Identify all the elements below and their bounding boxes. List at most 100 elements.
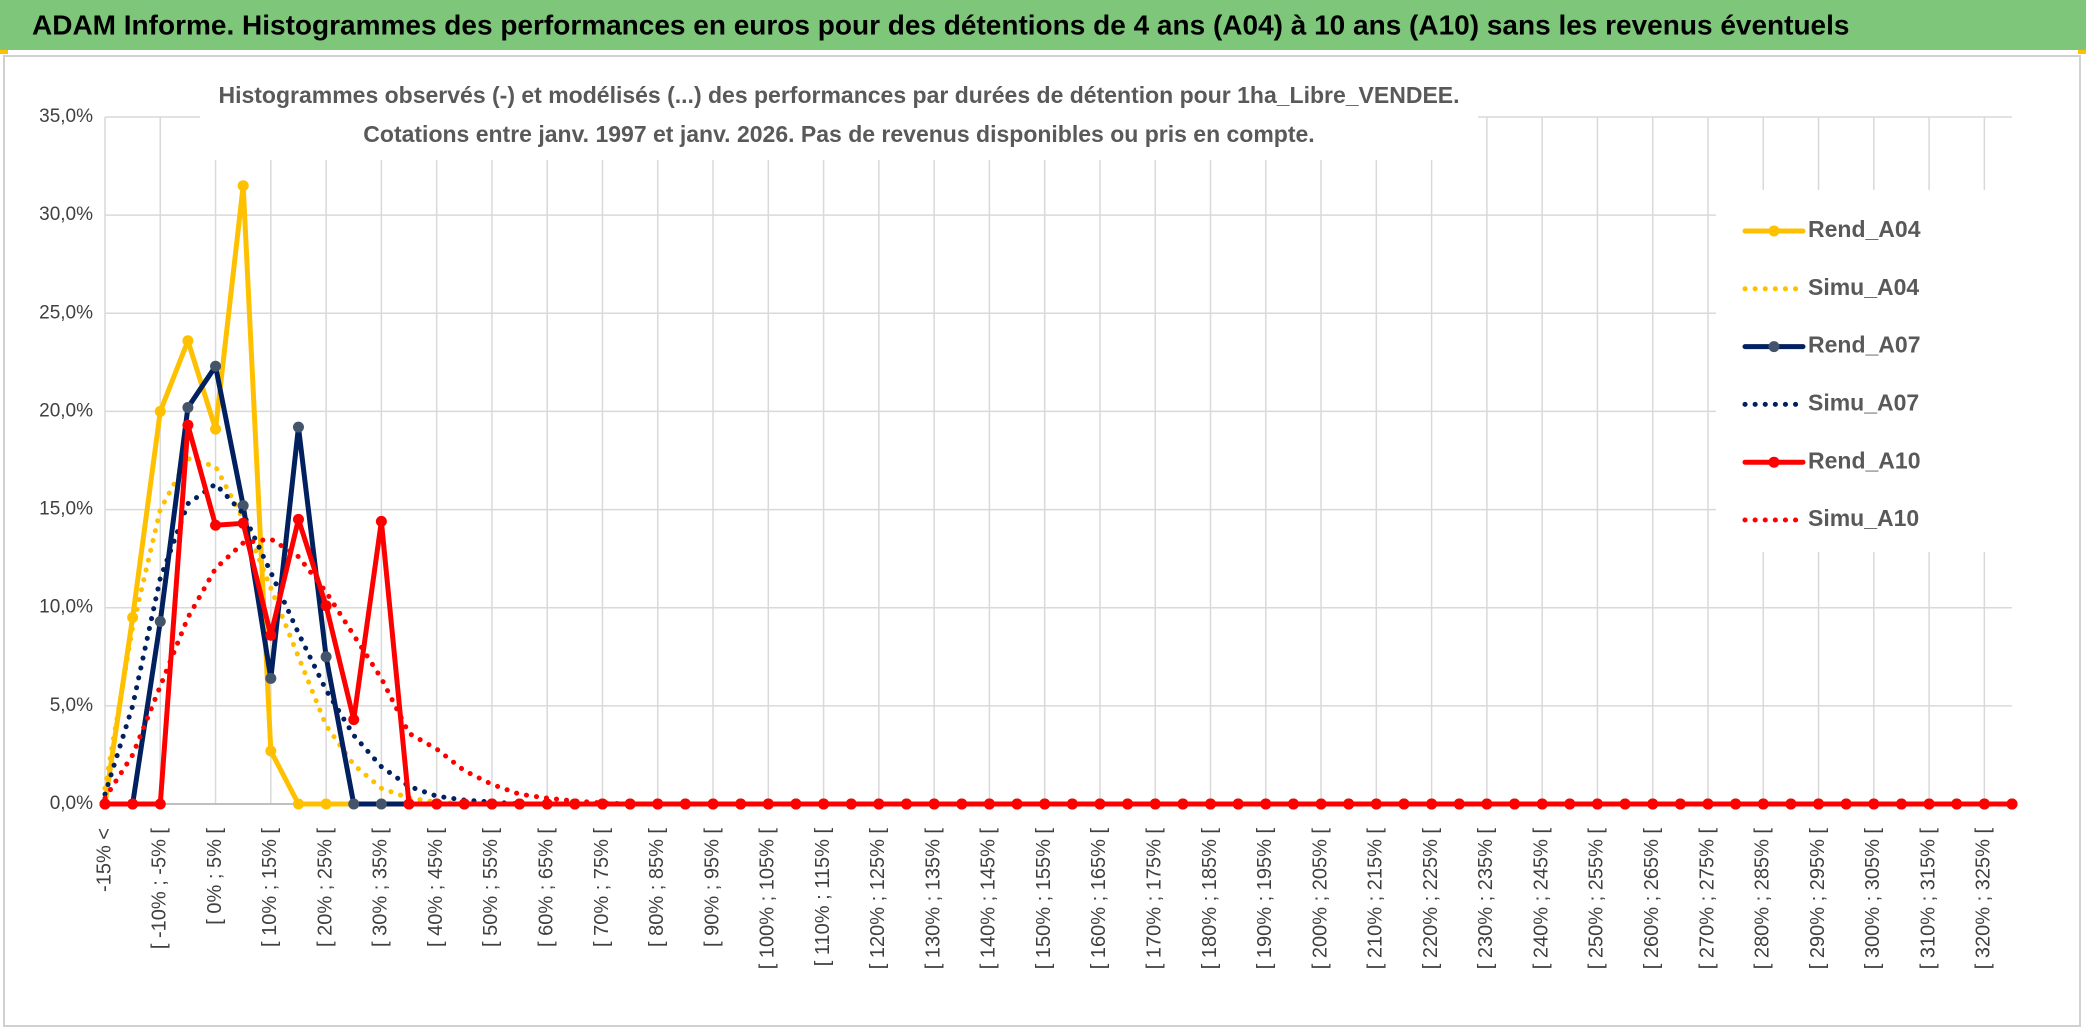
- point: [182, 402, 194, 414]
- point: [1951, 798, 1963, 810]
- point: [292, 421, 304, 433]
- point: [1453, 798, 1465, 810]
- point: [1011, 798, 1023, 810]
- point: [265, 672, 277, 684]
- point: [1674, 798, 1686, 810]
- point: [348, 798, 360, 810]
- legend-label: Simu_A07: [1808, 389, 1919, 415]
- legend-marker: [1768, 456, 1780, 468]
- point: [1564, 798, 1576, 810]
- point: [928, 798, 940, 810]
- point: [348, 714, 360, 726]
- x-tick-label: [ 310% ; 315% [: [1917, 828, 1939, 970]
- point: [1978, 798, 1990, 810]
- point: [1426, 798, 1438, 810]
- x-tick-label: [ 320% ; 325% [: [1973, 828, 1995, 970]
- x-tick-label: [ 0% ; 5% [: [204, 828, 226, 925]
- y-tick-label: 10,0%: [39, 597, 93, 618]
- legend-label: Rend_A07: [1808, 332, 1920, 358]
- point: [154, 615, 166, 627]
- point: [431, 798, 443, 810]
- point: [790, 798, 802, 810]
- x-tick-label: [ 300% ; 305% [: [1862, 828, 1884, 970]
- point: [154, 405, 166, 417]
- x-tick-label: [ 70% ; 75% [: [591, 828, 613, 947]
- chart-border: [3, 55, 2081, 1027]
- title-box: [200, 78, 1478, 160]
- point: [292, 798, 304, 810]
- point: [237, 180, 249, 192]
- point: [1149, 798, 1161, 810]
- point: [458, 798, 470, 810]
- x-tick-label: [ 30% ; 35% [: [370, 828, 392, 947]
- x-tick-label: [ 210% ; 215% [: [1365, 828, 1387, 970]
- x-tick-label: [ 280% ; 285% [: [1752, 828, 1774, 970]
- point: [707, 798, 719, 810]
- plot: [99, 180, 2018, 810]
- x-tick-label: [ 150% ; 155% [: [1033, 828, 1055, 970]
- x-tick-label: [ 60% ; 65% [: [535, 828, 557, 947]
- x-tick-label: [ 230% ; 235% [: [1475, 828, 1497, 970]
- point: [1232, 798, 1244, 810]
- point: [320, 600, 332, 612]
- x-tick-label: [ 50% ; 55% [: [480, 828, 502, 947]
- y-tick-label: 30,0%: [39, 204, 93, 225]
- point: [265, 745, 277, 757]
- legend-marker: [1768, 341, 1780, 353]
- x-tick-label: [ 160% ; 165% [: [1088, 828, 1110, 970]
- x-tick-label: [ 270% ; 275% [: [1696, 828, 1718, 970]
- point: [1315, 798, 1327, 810]
- header-bar: [0, 0, 2086, 50]
- point: [210, 423, 222, 435]
- x-tick-label: [ 130% ; 135% [: [922, 828, 944, 970]
- legend-label: Rend_A10: [1808, 447, 1920, 473]
- point: [375, 515, 387, 527]
- point: [486, 798, 498, 810]
- chart-title: Histogrammes observés (-) et modélisés (…: [218, 82, 1459, 108]
- point: [1647, 798, 1659, 810]
- point: [182, 419, 194, 431]
- x-tick-label: [ -10% ; -5% [: [149, 828, 171, 950]
- legend-label: Simu_A10: [1808, 505, 1919, 531]
- point: [541, 798, 553, 810]
- x-tick-label: [ 220% ; 225% [: [1420, 828, 1442, 970]
- x-tick-label: [ 190% ; 195% [: [1254, 828, 1276, 970]
- y-tick-label: 35,0%: [39, 106, 93, 127]
- point: [514, 798, 526, 810]
- y-tick-label: 20,0%: [39, 400, 93, 421]
- point: [127, 798, 139, 810]
- point: [99, 798, 111, 810]
- x-tick-label: [ 10% ; 15% [: [259, 828, 281, 947]
- point: [735, 798, 747, 810]
- point: [210, 360, 222, 372]
- point: [1840, 798, 1852, 810]
- x-tick-label: [ 100% ; 105% [: [757, 828, 779, 970]
- point: [320, 798, 332, 810]
- y-tick-label: 0,0%: [50, 793, 93, 814]
- x-tick-label: [ 110% ; 115% [: [812, 828, 834, 967]
- legend-box: [1716, 190, 2014, 552]
- y-tick-label: 15,0%: [39, 499, 93, 520]
- x-tick-label: [ 180% ; 185% [: [1199, 828, 1221, 970]
- point: [624, 798, 636, 810]
- legend: Rend_A04 Simu_A04 Rend_A07 Simu_A07 Rend_A10…: [1716, 190, 2014, 552]
- x-tick-label: [ 120% ; 125% [: [867, 828, 889, 970]
- x-tick-label: -15% <: [93, 828, 115, 892]
- legend-marker: [1768, 225, 1780, 237]
- y-tick-label: 5,0%: [50, 695, 93, 716]
- x-tick-label: [ 40% ; 45% [: [425, 828, 447, 947]
- point: [1343, 798, 1355, 810]
- legend-label: Simu_A04: [1808, 274, 1919, 300]
- point: [818, 798, 830, 810]
- point: [182, 335, 194, 347]
- x-tick-label: [ 170% ; 175% [: [1144, 828, 1166, 970]
- x-tick-label: [ 80% ; 85% [: [646, 828, 668, 947]
- x-tick-label: [ 20% ; 25% [: [314, 828, 336, 947]
- chart-subtitle: Cotations entre janv. 1997 et janv. 2026…: [363, 121, 1314, 147]
- legend-label: Rend_A04: [1808, 216, 1921, 242]
- point: [900, 798, 912, 810]
- header-title: ADAM Informe. Histogrammes des performan…: [32, 9, 1849, 40]
- point: [292, 513, 304, 525]
- point: [237, 500, 249, 512]
